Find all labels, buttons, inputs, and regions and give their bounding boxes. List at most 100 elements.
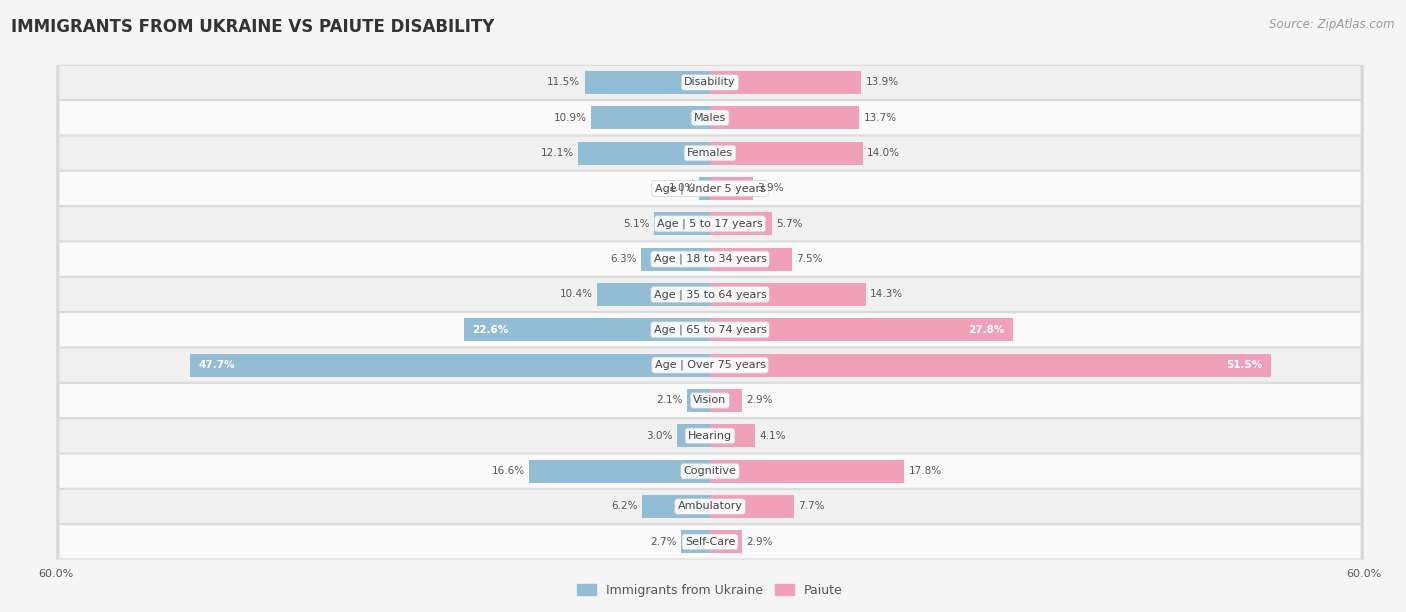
Text: 7.7%: 7.7% [799,501,825,512]
Text: Self-Care: Self-Care [685,537,735,547]
Text: 2.1%: 2.1% [657,395,683,406]
Bar [678,424,710,447]
Bar [592,106,710,129]
Bar [529,460,710,483]
Text: Hearing: Hearing [688,431,733,441]
FancyBboxPatch shape [59,136,1361,170]
Text: Age | Over 75 years: Age | Over 75 years [655,360,765,370]
Bar [710,424,755,447]
Text: 14.0%: 14.0% [868,148,900,158]
FancyBboxPatch shape [56,65,1364,100]
Text: 17.8%: 17.8% [908,466,942,476]
Bar [710,495,794,518]
FancyBboxPatch shape [56,489,1364,524]
FancyBboxPatch shape [59,172,1361,205]
Text: 16.6%: 16.6% [492,466,524,476]
Bar [710,71,862,94]
Text: 1.0%: 1.0% [668,184,695,193]
Text: Age | 65 to 74 years: Age | 65 to 74 years [654,324,766,335]
FancyBboxPatch shape [59,419,1361,452]
FancyBboxPatch shape [59,490,1361,523]
Text: Ambulatory: Ambulatory [678,501,742,512]
Bar [710,177,752,200]
FancyBboxPatch shape [59,278,1361,311]
FancyBboxPatch shape [56,348,1364,382]
Text: 22.6%: 22.6% [472,325,509,335]
Text: 51.5%: 51.5% [1226,360,1263,370]
Bar [641,248,710,271]
Bar [681,531,710,553]
Text: Age | 18 to 34 years: Age | 18 to 34 years [654,254,766,264]
Text: 12.1%: 12.1% [541,148,574,158]
Text: Vision: Vision [693,395,727,406]
Text: Disability: Disability [685,77,735,88]
Bar [710,283,866,306]
FancyBboxPatch shape [56,206,1364,242]
Text: Cognitive: Cognitive [683,466,737,476]
FancyBboxPatch shape [56,418,1364,453]
Bar [688,389,710,412]
FancyBboxPatch shape [56,453,1364,489]
Legend: Immigrants from Ukraine, Paiute: Immigrants from Ukraine, Paiute [572,579,848,602]
Text: 5.1%: 5.1% [624,218,650,229]
Bar [643,495,710,518]
Text: 27.8%: 27.8% [967,325,1004,335]
Text: Age | 5 to 17 years: Age | 5 to 17 years [657,218,763,229]
Text: 4.1%: 4.1% [759,431,786,441]
FancyBboxPatch shape [56,171,1364,206]
FancyBboxPatch shape [59,455,1361,488]
FancyBboxPatch shape [56,135,1364,171]
Text: Age | Under 5 years: Age | Under 5 years [655,183,765,193]
Text: Males: Males [695,113,725,123]
Text: IMMIGRANTS FROM UKRAINE VS PAIUTE DISABILITY: IMMIGRANTS FROM UKRAINE VS PAIUTE DISABI… [11,18,495,36]
Text: 10.9%: 10.9% [554,113,586,123]
FancyBboxPatch shape [59,101,1361,135]
Bar [710,248,792,271]
FancyBboxPatch shape [56,524,1364,559]
FancyBboxPatch shape [56,100,1364,135]
Bar [596,283,710,306]
Bar [710,318,1012,341]
FancyBboxPatch shape [56,277,1364,312]
Text: Source: ZipAtlas.com: Source: ZipAtlas.com [1270,18,1395,31]
Bar [710,212,772,235]
Text: 5.7%: 5.7% [776,218,803,229]
Bar [464,318,710,341]
Bar [578,141,710,165]
FancyBboxPatch shape [56,382,1364,418]
Bar [654,212,710,235]
FancyBboxPatch shape [56,242,1364,277]
Bar [190,354,710,376]
FancyBboxPatch shape [59,348,1361,382]
Bar [585,71,710,94]
Text: 2.7%: 2.7% [650,537,676,547]
Text: 3.0%: 3.0% [647,431,673,441]
Bar [710,141,862,165]
Bar [710,106,859,129]
Bar [710,531,741,553]
Text: 14.3%: 14.3% [870,289,903,299]
Text: 3.9%: 3.9% [756,184,783,193]
Text: 13.7%: 13.7% [863,113,897,123]
Text: 7.5%: 7.5% [796,254,823,264]
Text: 11.5%: 11.5% [547,77,581,88]
Text: 6.2%: 6.2% [612,501,638,512]
Bar [710,389,741,412]
Text: 13.9%: 13.9% [866,77,898,88]
Bar [699,177,710,200]
FancyBboxPatch shape [59,66,1361,99]
FancyBboxPatch shape [59,313,1361,346]
Bar [710,354,1271,376]
FancyBboxPatch shape [59,384,1361,417]
Bar [710,460,904,483]
Text: 6.3%: 6.3% [610,254,637,264]
FancyBboxPatch shape [59,207,1361,241]
Text: Age | 35 to 64 years: Age | 35 to 64 years [654,289,766,300]
Text: 2.9%: 2.9% [747,395,772,406]
FancyBboxPatch shape [59,242,1361,276]
Text: 2.9%: 2.9% [747,537,772,547]
Text: 47.7%: 47.7% [200,360,236,370]
Text: Females: Females [688,148,733,158]
Text: 10.4%: 10.4% [560,289,592,299]
FancyBboxPatch shape [56,312,1364,348]
